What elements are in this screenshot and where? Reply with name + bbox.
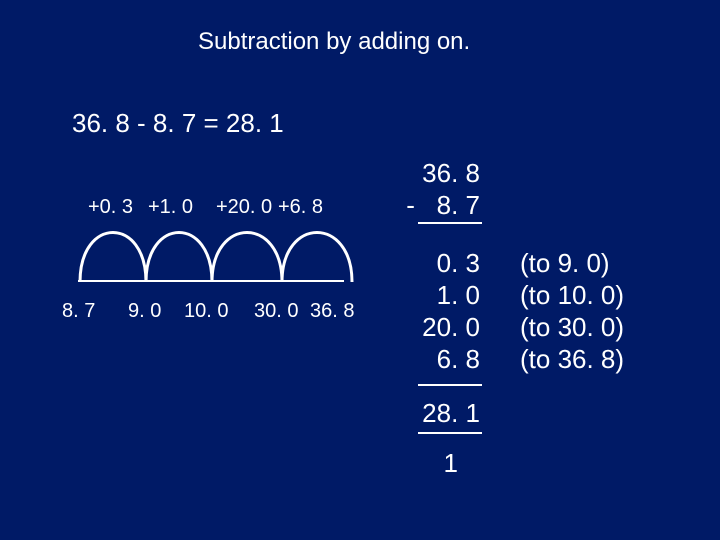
vertical-top-line: 36. 8	[422, 158, 480, 189]
to-note-line: (to 36. 8)	[520, 344, 624, 375]
number-line-value: 8. 7	[62, 300, 95, 323]
number-line-baseline	[78, 280, 344, 282]
jump-arc	[282, 233, 352, 283]
number-line-arcs	[74, 226, 356, 284]
jump-label: +1. 0	[148, 196, 193, 219]
to-note-line: (to 30. 0)	[520, 312, 624, 343]
number-line-value: 30. 0	[254, 300, 298, 323]
to-note-line: (to 10. 0)	[520, 280, 624, 311]
jump-arc	[212, 233, 282, 283]
vertical-addend-line: 0. 3	[437, 248, 480, 279]
jump-label: +20. 0	[216, 196, 272, 219]
number-line-value: 9. 0	[128, 300, 161, 323]
vertical-top-line: - 8. 7	[406, 190, 480, 221]
vertical-addend-line: 1. 0	[437, 280, 480, 311]
vertical-addend-line: 20. 0	[422, 312, 480, 343]
jump-label: +6. 8	[278, 196, 323, 219]
jump-arc	[146, 233, 212, 283]
vertical-answer-rule	[418, 432, 482, 434]
number-line-value: 36. 8	[310, 300, 354, 323]
vertical-final: 1	[444, 448, 458, 479]
jump-label: +0. 3	[88, 196, 133, 219]
jump-arc	[80, 233, 146, 283]
vertical-addend-line: 6. 8	[437, 344, 480, 375]
equation-line: 36. 8 - 8. 7 = 28. 1	[72, 108, 284, 139]
number-line-value: 10. 0	[184, 300, 228, 323]
to-note-line: (to 9. 0)	[520, 248, 610, 279]
vertical-mid-rule	[418, 384, 482, 386]
vertical-top-rule	[418, 222, 482, 224]
vertical-answer: 28. 1	[422, 398, 480, 429]
page-title: Subtraction by adding on.	[198, 28, 470, 56]
